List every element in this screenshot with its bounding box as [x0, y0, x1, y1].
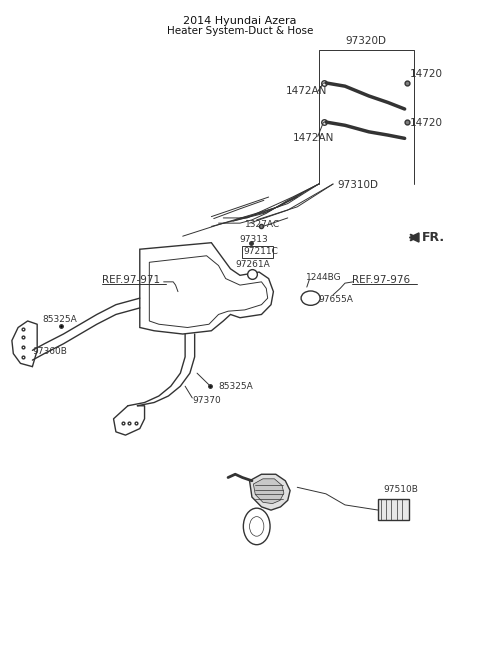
Text: 1244BG: 1244BG: [306, 272, 341, 282]
Bar: [378, 499, 409, 520]
Text: 97320D: 97320D: [345, 36, 386, 46]
Text: 97655A: 97655A: [319, 295, 354, 304]
Text: REF.97-976: REF.97-976: [352, 275, 410, 285]
Text: 97510B: 97510B: [383, 485, 418, 495]
Text: 97310D: 97310D: [338, 180, 379, 191]
Text: 97313: 97313: [239, 235, 268, 244]
Text: 85325A: 85325A: [42, 315, 77, 324]
Text: 97370: 97370: [192, 396, 221, 405]
Text: 14720: 14720: [409, 69, 443, 79]
Polygon shape: [250, 474, 290, 510]
Polygon shape: [253, 479, 284, 504]
Text: 97261A: 97261A: [235, 261, 270, 269]
Text: 1472AN: 1472AN: [285, 86, 327, 96]
Text: 14720: 14720: [409, 118, 443, 128]
Text: Heater System-Duct & Hose: Heater System-Duct & Hose: [167, 26, 313, 36]
Polygon shape: [409, 233, 419, 242]
Text: 1327AC: 1327AC: [245, 220, 280, 229]
Text: 97360B: 97360B: [33, 347, 67, 356]
Bar: [242, 246, 274, 257]
Text: 2014 Hyundai Azera: 2014 Hyundai Azera: [183, 16, 297, 26]
Text: 85325A: 85325A: [218, 382, 253, 390]
Text: REF.97-971: REF.97-971: [102, 275, 160, 285]
Text: FR.: FR.: [422, 231, 445, 244]
Text: 97211C: 97211C: [244, 248, 279, 256]
Text: 1472AN: 1472AN: [292, 134, 334, 143]
